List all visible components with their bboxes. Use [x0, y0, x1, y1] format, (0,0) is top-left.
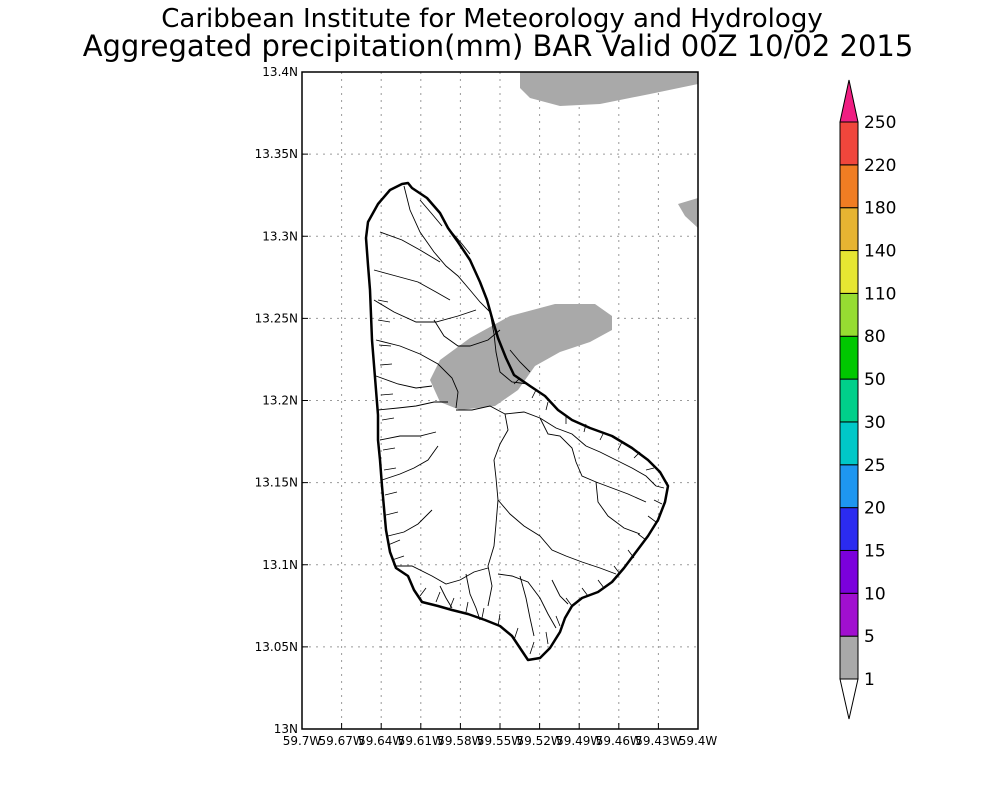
x-tick-label: 59.55W — [477, 734, 523, 748]
precip-shading — [430, 72, 698, 410]
precip-area-northeast — [678, 198, 698, 228]
colorbar-label: 50 — [864, 370, 886, 390]
colorbar-box — [839, 549, 859, 594]
colorbar-box — [839, 121, 859, 166]
colorbar-under-arrow — [839, 678, 859, 720]
island-coastline — [364, 181, 670, 662]
title-product: Aggregated precipitation(mm) BAR Valid 0… — [83, 29, 914, 63]
colorbar-box — [839, 464, 859, 509]
precip-area-central — [430, 304, 612, 410]
coastal-gullies — [377, 299, 665, 655]
colorbar-label: 30 — [864, 413, 886, 433]
precip-area-north — [520, 72, 698, 106]
x-tick-label: 59.43W — [635, 734, 681, 748]
y-tick-label: 13.35N — [255, 147, 298, 161]
colorbar-label: 15 — [864, 541, 886, 561]
colorbar-over-arrow — [839, 79, 859, 123]
colorbar-label: 140 — [864, 242, 896, 262]
y-tick-label: 13.05N — [255, 640, 298, 654]
x-tick-label: 59.4W — [679, 734, 718, 748]
colorbar-label: 25 — [864, 456, 886, 476]
colorbar-label: 110 — [864, 284, 896, 304]
y-tick-label: 13.3N — [262, 229, 298, 243]
colorbar-box — [839, 635, 859, 680]
colorbar-box — [839, 592, 859, 637]
x-tick-label: 59.46W — [596, 734, 642, 748]
colorbar-label: 250 — [864, 113, 896, 133]
colorbar-label: 20 — [864, 499, 886, 519]
x-tick-label: 59.64W — [358, 734, 404, 748]
y-tick-label: 13.25N — [255, 311, 298, 325]
colorbar-label: 220 — [864, 156, 896, 176]
barbados-map — [364, 181, 670, 662]
colorbar-box — [839, 292, 859, 337]
x-tick-label: 59.7W — [283, 734, 322, 748]
x-tick-label: 59.58W — [437, 734, 483, 748]
colorbar-label: 1 — [864, 670, 875, 690]
x-tick-label: 59.61W — [398, 734, 444, 748]
colorbar-label: 5 — [864, 627, 875, 647]
y-tick-label: 13.15N — [255, 476, 298, 490]
y-tick-label: 13N — [274, 722, 298, 736]
colorbar-box — [839, 507, 859, 551]
y-tick-label: 13.1N — [262, 558, 298, 572]
y-tick-label: 13.2N — [262, 394, 298, 408]
x-tick-label: 59.67W — [318, 734, 364, 748]
colorbar-box — [839, 335, 859, 380]
colorbar-label: 180 — [864, 199, 896, 219]
x-tick-label: 59.52W — [516, 734, 562, 748]
parish-boundaries — [373, 185, 657, 637]
colorbar-label: 80 — [864, 327, 886, 347]
colorbar-box — [839, 164, 859, 209]
x-tick-label: 59.49W — [556, 734, 602, 748]
title-institute: Caribbean Institute for Meteorology and … — [161, 4, 822, 34]
colorbar-box — [839, 378, 859, 423]
colorbar-box — [839, 421, 859, 466]
colorbar-label: 10 — [864, 584, 886, 604]
colorbar-box — [839, 207, 859, 252]
y-axis-ticks: 13N 13.05N 13.1N 13.15N 13.2N 13.25N 13.3N 13.3… — [255, 65, 308, 736]
y-tick-label: 13.4N — [262, 65, 298, 79]
colorbar-box — [839, 250, 859, 294]
x-axis-ticks: 59.7W59.67W59.64W59.61W59.58W59.55W59.52… — [283, 723, 718, 748]
